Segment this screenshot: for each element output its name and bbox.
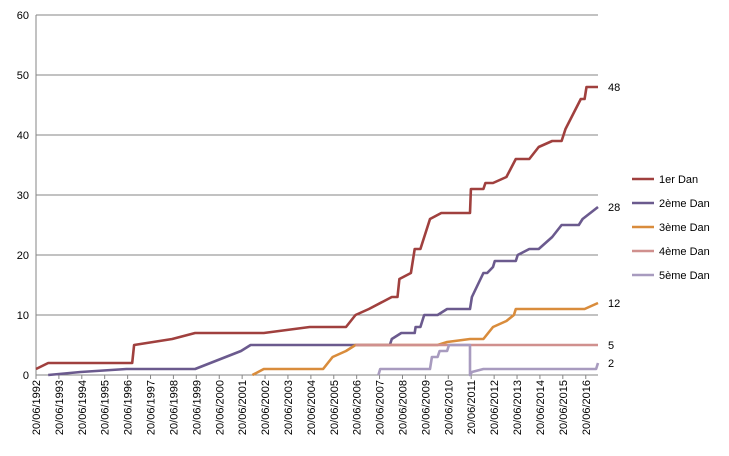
series-end-label: 48 [608,82,620,94]
series-end-labels: 48 28 12 5 2 [608,82,620,370]
series-lines [35,85,600,377]
y-tick-label: 40 [17,130,29,142]
gridlines [36,14,598,316]
x-tick-label: 20/06/2015 [558,380,570,435]
axes [35,15,598,376]
y-tick-label: 60 [17,10,29,22]
y-tick-label: 50 [17,70,29,82]
legend-label: 1er Dan [659,174,698,186]
y-tick-label: 0 [23,370,29,382]
x-tick-label: 20/06/1996 [123,380,135,435]
series-line-3 [251,301,599,377]
x-tick-label: 20/06/2006 [352,380,364,435]
y-axis-tick-labels: 0 10 20 30 40 50 60 [17,10,29,382]
x-tick-label: 20/06/2003 [283,380,295,435]
legend-label: 2ème Dan [659,198,710,210]
x-tick-label: 20/06/2004 [306,380,318,435]
x-tick-label: 20/06/2005 [329,380,341,435]
y-tick-label: 20 [17,250,29,262]
x-tick-label: 20/06/1998 [168,380,180,435]
series-line-5 [377,343,600,377]
x-tick-label: 20/06/2001 [237,380,249,435]
x-tick-label: 20/06/1999 [191,380,203,435]
x-tick-label: 20/06/2007 [375,380,387,435]
x-tick-label: 20/06/2014 [535,380,547,435]
x-axis-tick-labels: 20/06/1992 20/06/1993 20/06/1994 20/06/1995… [31,375,593,435]
series-end-label: 5 [608,340,614,352]
x-tick-label: 20/06/2009 [420,380,432,435]
series-end-label: 28 [608,202,620,214]
x-tick-label: 20/06/1993 [54,380,66,435]
x-tick-label: 20/06/1994 [77,380,89,435]
x-tick-label: 20/06/2012 [489,380,501,435]
series-line-1 [35,85,598,371]
x-tick-label: 20/06/2016 [581,380,593,435]
legend-label: 3ème Dan [659,222,710,234]
legend-label: 4ème Dan [659,246,710,258]
series-end-label: 2 [608,358,614,370]
x-tick-label: 20/06/2010 [443,380,455,435]
y-tick-label: 10 [17,310,29,322]
x-tick-label: 20/06/1995 [100,380,112,435]
y-tick-label: 30 [17,190,29,202]
x-tick-label: 20/06/1997 [146,380,158,435]
legend: 1er Dan 2ème Dan 3ème Dan 4ème Dan 5ème Dan [632,174,710,282]
series-end-label: 12 [608,298,620,310]
x-tick-label: 20/06/2011 [466,380,478,434]
series-line-2 [48,205,599,377]
x-tick-label: 20/06/2008 [398,380,410,435]
legend-label: 5ème Dan [659,270,710,282]
x-tick-label: 20/06/2000 [214,380,226,435]
x-tick-label: 20/06/1992 [31,380,43,435]
x-tick-label: 20/06/2013 [512,380,524,435]
x-tick-label: 20/06/2002 [260,380,272,435]
